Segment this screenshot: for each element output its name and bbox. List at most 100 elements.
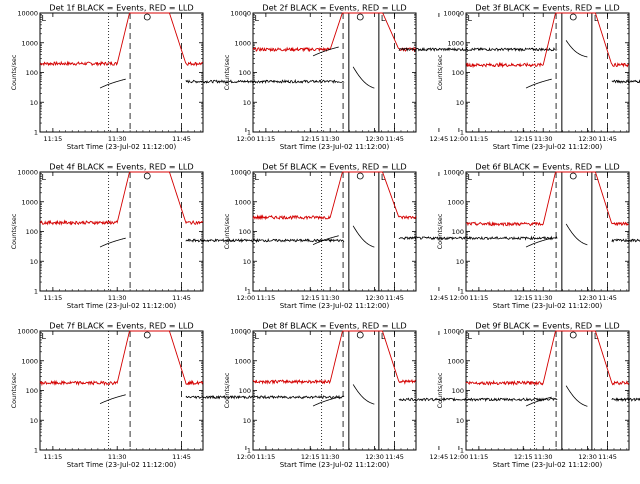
y-tick-label: 1 bbox=[460, 447, 464, 455]
x-tick-label: 12:15 bbox=[514, 135, 533, 143]
x-tick-label: 11:45 bbox=[598, 453, 617, 461]
y-tick-label: 10 bbox=[30, 258, 38, 266]
lld-series-line bbox=[252, 330, 416, 385]
x-axis-label: Start Time (23-Jul-02 11:12:00) bbox=[493, 143, 603, 151]
corner-label-left: L bbox=[255, 14, 260, 23]
y-tick-label: 1000 bbox=[447, 198, 464, 206]
events-series-line bbox=[185, 78, 345, 84]
events-series-line bbox=[611, 238, 640, 243]
events-series-line bbox=[312, 235, 339, 246]
y-tick-label: 1000 bbox=[234, 357, 251, 365]
y-tick-label: 1000 bbox=[447, 39, 464, 47]
y-tick-label: 10 bbox=[243, 258, 251, 266]
panel-title: Det 4f BLACK = Events, RED = LLD bbox=[49, 162, 193, 172]
x-tick-label: 11:30 bbox=[108, 135, 127, 143]
events-series-line bbox=[611, 397, 640, 403]
y-tick-label: 1 bbox=[34, 288, 38, 296]
events-series-line bbox=[99, 78, 126, 89]
corner-label-right: L bbox=[594, 14, 599, 23]
y-tick-label: 1 bbox=[34, 129, 38, 137]
events-series-line bbox=[611, 79, 640, 84]
corner-label-right: L bbox=[594, 332, 599, 341]
y-tick-label: 100 bbox=[452, 387, 464, 395]
x-tick-label: 11:15 bbox=[44, 453, 63, 461]
events-series-line bbox=[352, 66, 375, 89]
y-tick-label: 10000 bbox=[17, 328, 38, 336]
events-series-line bbox=[565, 40, 588, 58]
x-tick-label: 11:30 bbox=[534, 453, 553, 461]
panel-6: Det 6f BLACK = Events, RED = LLD 1 10 100 10… bbox=[436, 162, 640, 310]
circle-marker bbox=[143, 331, 151, 339]
y-tick-label: 1000 bbox=[234, 39, 251, 47]
circle-marker bbox=[569, 331, 577, 339]
y-tick-label: 10000 bbox=[17, 169, 38, 177]
corner-label-right: L bbox=[381, 173, 386, 182]
x-axis-label: Start Time (23-Jul-02 11:12:00) bbox=[280, 143, 390, 151]
plot-frame bbox=[39, 330, 204, 451]
x-tick-label: 11:15 bbox=[470, 453, 489, 461]
y-tick-label: 10 bbox=[30, 99, 38, 107]
panel-title: Det 8f BLACK = Events, RED = LLD bbox=[262, 321, 406, 331]
plot-frame bbox=[39, 12, 204, 133]
x-tick-label: 11:30 bbox=[321, 453, 340, 461]
x-tick-label: 11:30 bbox=[108, 294, 127, 302]
y-tick-label: 10 bbox=[243, 99, 251, 107]
plot-frame bbox=[252, 171, 417, 292]
circle-marker bbox=[143, 172, 151, 180]
panel-4: Det 4f BLACK = Events, RED = LLD 1 10 100 10… bbox=[10, 162, 448, 311]
y-tick-label: 1000 bbox=[447, 357, 464, 365]
y-axis-label: Counts/sec bbox=[436, 372, 444, 408]
x-tick-label: 12:30 bbox=[365, 135, 384, 143]
y-tick-label: 100 bbox=[239, 387, 251, 395]
x-axis-label: Start Time (23-Jul-02 11:12:00) bbox=[280, 461, 390, 469]
circle-marker bbox=[356, 331, 364, 339]
x-tick-label: 12:15 bbox=[514, 294, 533, 302]
x-tick-label: 12:15 bbox=[301, 135, 320, 143]
x-tick-label: 12:30 bbox=[578, 135, 597, 143]
lld-series-line bbox=[39, 330, 204, 387]
corner-label-left: L bbox=[42, 332, 47, 341]
corner-label-left: L bbox=[42, 14, 47, 23]
y-tick-label: 100 bbox=[26, 228, 38, 236]
x-tick-label: 11:45 bbox=[598, 135, 617, 143]
corner-label-left: L bbox=[255, 173, 260, 182]
panel-title: Det 2f BLACK = Events, RED = LLD bbox=[262, 3, 406, 13]
y-tick-label: 100 bbox=[26, 387, 38, 395]
panel-title: Det 5f BLACK = Events, RED = LLD bbox=[262, 162, 406, 172]
y-tick-label: 10000 bbox=[17, 10, 38, 18]
x-tick-label: 12:45 bbox=[430, 453, 449, 461]
y-tick-label: 10000 bbox=[230, 169, 251, 177]
x-tick-label: 12:30 bbox=[365, 453, 384, 461]
x-tick-label: 11:30 bbox=[534, 294, 553, 302]
y-tick-label: 100 bbox=[239, 228, 251, 236]
y-tick-label: 1 bbox=[247, 129, 251, 137]
corner-label-left: L bbox=[468, 14, 473, 23]
y-tick-label: 100 bbox=[452, 228, 464, 236]
x-tick-label: 11:15 bbox=[257, 135, 276, 143]
x-tick-label: 11:30 bbox=[321, 294, 340, 302]
y-axis-label: Counts/sec bbox=[436, 54, 444, 90]
events-series-line bbox=[565, 223, 588, 246]
x-axis-label: Start Time (23-Jul-02 11:12:00) bbox=[280, 302, 390, 310]
events-series-line bbox=[525, 78, 552, 89]
panel-1: Det 1f BLACK = Events, RED = LLD 1 10 100 10… bbox=[10, 3, 448, 152]
x-tick-label: 11:30 bbox=[321, 135, 340, 143]
y-axis-label: Counts/sec bbox=[436, 213, 444, 249]
x-tick-label: 11:15 bbox=[470, 135, 489, 143]
corner-label-right: L bbox=[381, 14, 386, 23]
y-tick-label: 1 bbox=[460, 129, 464, 137]
plot-frame bbox=[252, 330, 417, 451]
x-tick-label: 12:00 bbox=[450, 453, 469, 461]
x-tick-label: 11:15 bbox=[257, 453, 276, 461]
x-tick-label: 12:15 bbox=[301, 453, 320, 461]
y-tick-label: 1000 bbox=[21, 357, 38, 365]
panel-7: Det 7f BLACK = Events, RED = LLD 1 10 100 10… bbox=[10, 321, 448, 470]
x-tick-label: 11:45 bbox=[385, 294, 404, 302]
x-tick-label: 12:00 bbox=[450, 294, 469, 302]
y-axis-label: Counts/sec bbox=[10, 372, 18, 408]
plot-frame bbox=[465, 171, 630, 292]
y-tick-label: 100 bbox=[239, 69, 251, 77]
y-tick-label: 10 bbox=[456, 258, 464, 266]
panel-title: Det 1f BLACK = Events, RED = LLD bbox=[49, 3, 193, 13]
